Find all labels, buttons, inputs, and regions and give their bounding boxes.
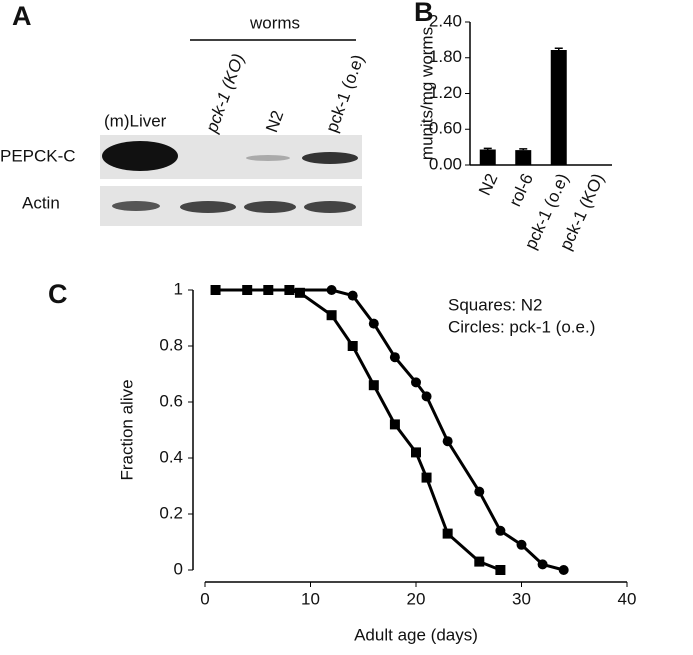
lane-label: pck-1 (KO) — [202, 51, 248, 136]
band — [112, 201, 160, 211]
marker — [421, 391, 432, 402]
band — [180, 201, 236, 213]
error-bar — [554, 47, 563, 51]
panel-label: C — [48, 279, 68, 309]
x-tick-label: 40 — [618, 589, 637, 608]
bar — [479, 149, 496, 165]
x-tick-label: 20 — [407, 589, 426, 608]
marker — [495, 525, 506, 536]
x-tick-label: 10 — [301, 589, 320, 608]
marker — [389, 352, 400, 363]
y-tick-label: 0.00 — [429, 154, 462, 173]
marker — [263, 285, 274, 295]
band — [244, 201, 296, 213]
band — [246, 155, 290, 161]
marker — [347, 290, 358, 301]
marker — [368, 318, 379, 329]
y-tick-label: 0.4 — [159, 447, 183, 466]
lane-label: N2 — [262, 108, 287, 135]
y-tick-label: 0 — [174, 559, 183, 578]
marker — [294, 287, 305, 298]
y-tick-label: 1.20 — [429, 83, 462, 102]
marker — [411, 377, 421, 388]
bar — [550, 50, 567, 165]
lane-label: (m)Liver — [104, 111, 167, 130]
x-axis-label: Adult age (days) — [354, 625, 478, 644]
bar — [515, 150, 532, 165]
lane-label: pck-1 (o.e) — [322, 52, 368, 135]
blot-header: worms — [249, 13, 300, 32]
y-axis-label: munits/mg worms — [417, 27, 436, 160]
marker — [474, 556, 485, 567]
band — [102, 141, 178, 171]
x-tick-label: N2 — [475, 171, 501, 199]
marker — [326, 285, 337, 295]
marker — [368, 380, 379, 391]
panel-label: A — [12, 1, 32, 31]
marker — [347, 341, 358, 351]
row-label: PEPCK-C — [0, 146, 76, 165]
y-tick-label: 0.6 — [159, 391, 183, 410]
marker — [474, 486, 485, 497]
marker — [284, 285, 295, 295]
x-tick-label: 0 — [200, 589, 209, 608]
marker — [442, 436, 453, 447]
y-tick-label: 0.60 — [429, 119, 462, 138]
panel-label: B — [414, 0, 434, 27]
marker — [558, 565, 569, 575]
marker — [442, 528, 453, 539]
marker — [495, 565, 506, 575]
marker — [516, 539, 527, 550]
error-bar — [519, 148, 528, 151]
y-axis-label: Fraction alive — [117, 379, 136, 480]
marker — [421, 472, 432, 483]
marker — [242, 285, 253, 295]
y-tick-label: 0.2 — [159, 503, 183, 522]
y-tick-label: 0.8 — [159, 335, 183, 354]
band — [302, 152, 358, 164]
marker — [210, 285, 221, 295]
error-bar — [483, 147, 492, 150]
band — [304, 201, 356, 213]
marker — [411, 447, 421, 458]
row-label: Actin — [22, 193, 60, 212]
y-tick-label: 1.80 — [429, 47, 462, 66]
x-tick-label: rol-6 — [505, 171, 537, 210]
marker — [326, 310, 337, 321]
annotation: Circles: pck-1 (o.e.) — [448, 317, 595, 336]
y-tick-label: 1 — [174, 279, 183, 298]
annotation: Squares: N2 — [448, 295, 543, 314]
x-tick-label: 30 — [512, 589, 531, 608]
marker — [389, 419, 400, 430]
y-tick-label: 2.40 — [429, 11, 462, 30]
marker — [537, 559, 548, 570]
